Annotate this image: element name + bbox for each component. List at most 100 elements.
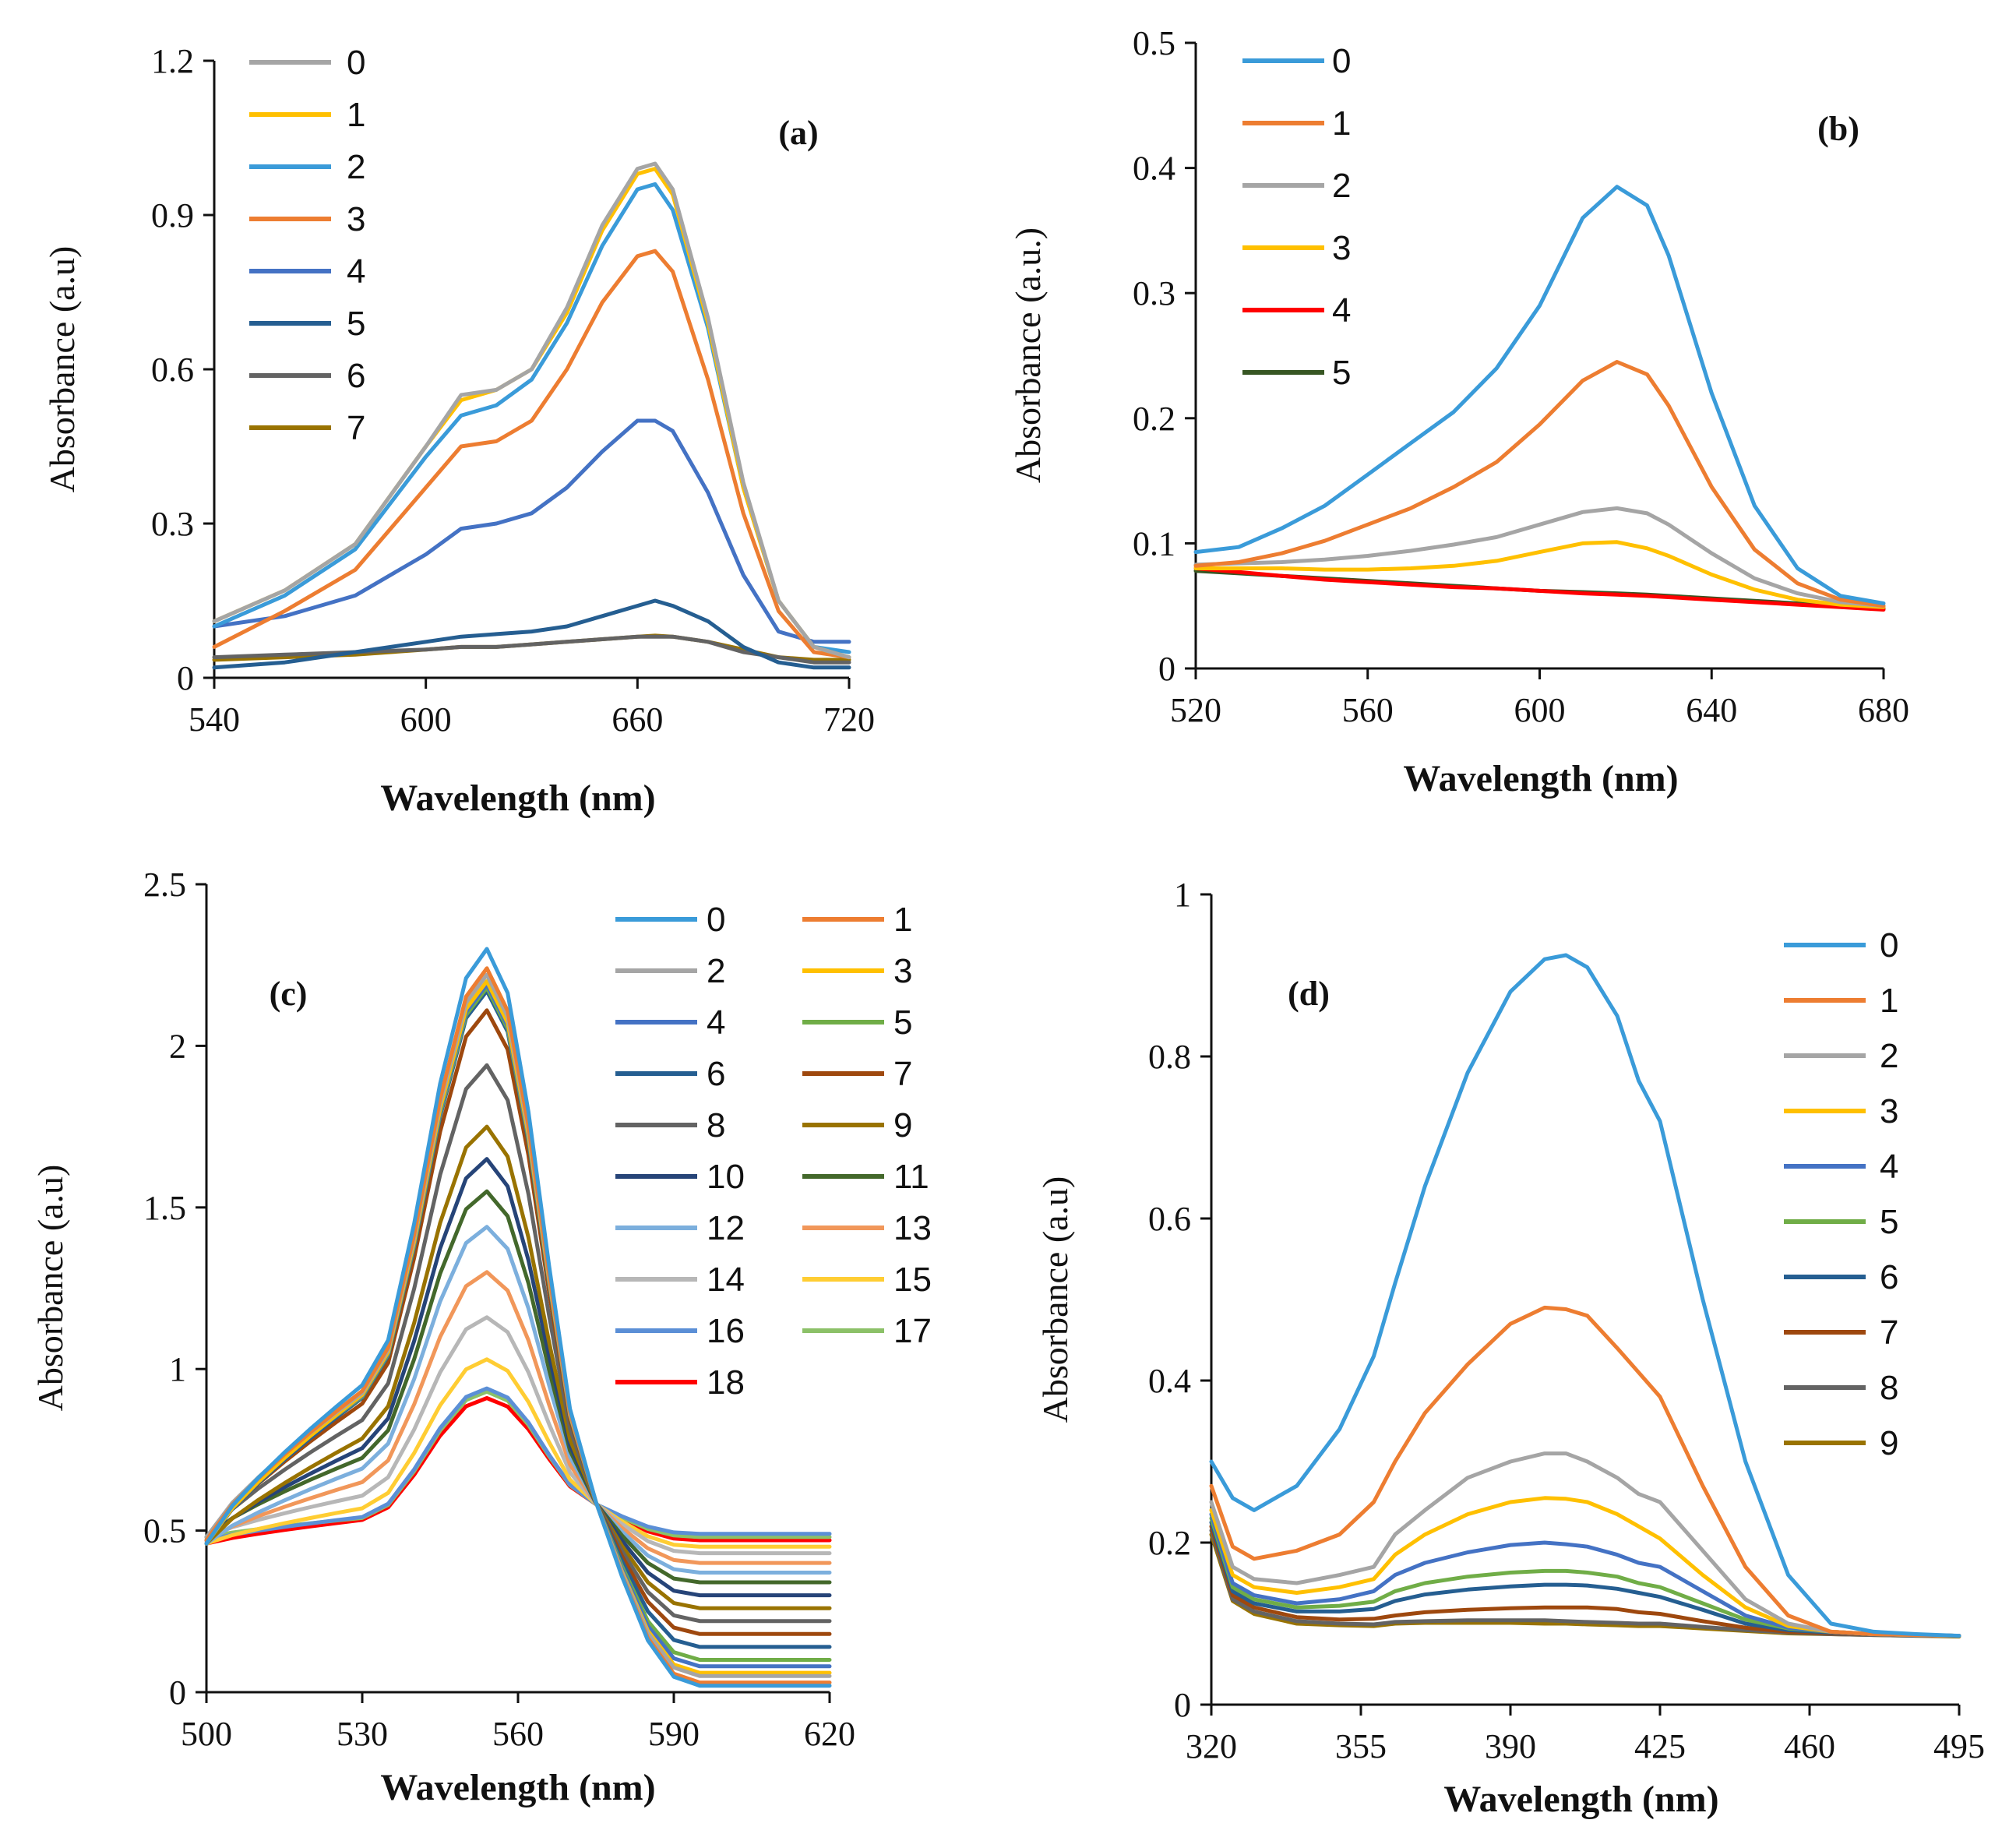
legend-label-5: 5 (1880, 1203, 1898, 1241)
y-tick-label: 1.2 (151, 42, 194, 80)
y-axis-title: Absorbance (a.u.) (1008, 227, 1048, 483)
series-line-17 (204, 1389, 832, 1539)
x-tick-label: 500 (181, 1715, 232, 1753)
x-tick-label: 600 (1514, 691, 1566, 729)
y-tick-label: 0.2 (1133, 400, 1175, 438)
x-tick-label: 600 (400, 700, 452, 739)
legend-label-5: 5 (893, 1003, 912, 1042)
series-line-13 (204, 1270, 832, 1565)
y-tick-label: 0.9 (151, 196, 194, 235)
panel-label: (b) (1817, 110, 1859, 148)
legend-label-10: 10 (707, 1158, 745, 1196)
y-tick-label: 0 (1174, 1686, 1191, 1724)
series-line-0 (212, 161, 851, 660)
legend-label-16: 16 (707, 1312, 745, 1350)
legend-label-4: 4 (707, 1003, 725, 1042)
legend-label-4: 4 (1880, 1148, 1898, 1186)
x-tick-label: 495 (1933, 1727, 1985, 1765)
x-axis-title: Wavelength (nm) (1443, 1779, 1718, 1820)
y-tick-label: 0.4 (1133, 150, 1175, 188)
y-axis-title: Absorbance (a.u) (1035, 1176, 1075, 1423)
x-tick-label: 560 (1342, 691, 1394, 729)
panel-label: (d) (1288, 975, 1330, 1013)
series-line-9 (204, 1124, 832, 1610)
y-tick-label: 1 (169, 1350, 186, 1388)
series-line-12 (204, 1225, 832, 1575)
legend-label-7: 7 (893, 1055, 912, 1093)
legend-label-2: 2 (1880, 1037, 1898, 1075)
series-line-1 (204, 966, 832, 1685)
y-tick-label: 0.6 (151, 351, 194, 389)
legend-label-8: 8 (707, 1106, 725, 1144)
x-tick-label: 320 (1186, 1727, 1237, 1765)
y-tick-label: 0.4 (1148, 1362, 1191, 1400)
series-line-7 (204, 1008, 832, 1636)
legend-label-2: 2 (347, 148, 365, 186)
y-tick-label: 0.3 (1133, 274, 1175, 312)
y-tick-label: 0.6 (1148, 1200, 1191, 1238)
series-line-1 (1209, 1305, 1961, 1638)
legend-label-9: 9 (1880, 1424, 1898, 1462)
series-line-7 (212, 633, 851, 662)
series-line-16 (204, 1386, 832, 1543)
legend-label-13: 13 (893, 1209, 932, 1247)
legend-label-3: 3 (347, 200, 365, 238)
series-line-0 (1209, 953, 1961, 1638)
x-tick-label: 530 (337, 1715, 388, 1753)
x-tick-label: 680 (1858, 691, 1909, 729)
series-line-3 (1209, 1496, 1961, 1638)
legend-label-6: 6 (347, 357, 365, 395)
series-line-11 (204, 1189, 832, 1585)
legend-label-6: 6 (707, 1055, 725, 1093)
y-tick-label: 0 (1158, 650, 1175, 688)
legend-label-0: 0 (707, 901, 725, 939)
x-tick-label: 620 (804, 1715, 855, 1753)
x-axis-title: Wavelength (nm) (1403, 758, 1678, 799)
series-line-4 (212, 418, 851, 644)
y-tick-label: 2 (169, 1027, 186, 1065)
legend-label-15: 15 (893, 1261, 932, 1299)
y-tick-label: 2.5 (143, 866, 186, 904)
x-axis-title: Wavelength (nm) (380, 778, 655, 819)
y-tick-label: 1 (1174, 876, 1191, 914)
legend: 0 1 2 3 4 5 6 7 (249, 44, 365, 447)
series-line-18 (204, 1396, 832, 1546)
legend-label-11: 11 (893, 1158, 929, 1196)
legend-label-17: 17 (893, 1312, 932, 1350)
series-line-1 (212, 167, 851, 660)
legend-label-6: 6 (1880, 1258, 1898, 1296)
x-tick-label: 560 (492, 1715, 544, 1753)
series-line-4 (1193, 566, 1886, 612)
legend-label-1: 1 (1332, 104, 1351, 143)
legend-label-2: 2 (1332, 167, 1351, 205)
legend-label-4: 4 (1332, 291, 1351, 330)
legend-label-4: 4 (347, 252, 365, 291)
series-line-2 (1193, 506, 1886, 608)
legend-label-0: 0 (1880, 926, 1898, 965)
x-tick-label: 460 (1784, 1727, 1835, 1765)
legend-label-3: 3 (1332, 229, 1351, 267)
legend-label-0: 0 (347, 44, 365, 82)
legend-label-18: 18 (707, 1363, 745, 1402)
legend-label-1: 1 (1880, 982, 1898, 1020)
series-line-3 (1193, 540, 1886, 609)
legend: 0 1 2 3 4 5 6 7 8 9 (1784, 926, 1898, 1462)
y-tick-label: 0.1 (1133, 524, 1175, 563)
x-tick-label: 540 (189, 700, 240, 739)
series-line-14 (204, 1315, 832, 1556)
legend-label-2: 2 (707, 952, 725, 990)
x-axis-title: Wavelength (nm) (380, 1767, 655, 1808)
series-line-8 (204, 1063, 832, 1624)
legend-label-3: 3 (893, 952, 912, 990)
x-tick-label: 660 (611, 700, 663, 739)
y-tick-label: 0 (177, 659, 194, 697)
legend-label-0: 0 (1332, 42, 1351, 80)
x-tick-label: 590 (648, 1715, 700, 1753)
y-tick-label: 0.5 (1133, 24, 1175, 62)
y-tick-label: 0.2 (1148, 1524, 1191, 1562)
x-tick-label: 640 (1686, 691, 1737, 729)
